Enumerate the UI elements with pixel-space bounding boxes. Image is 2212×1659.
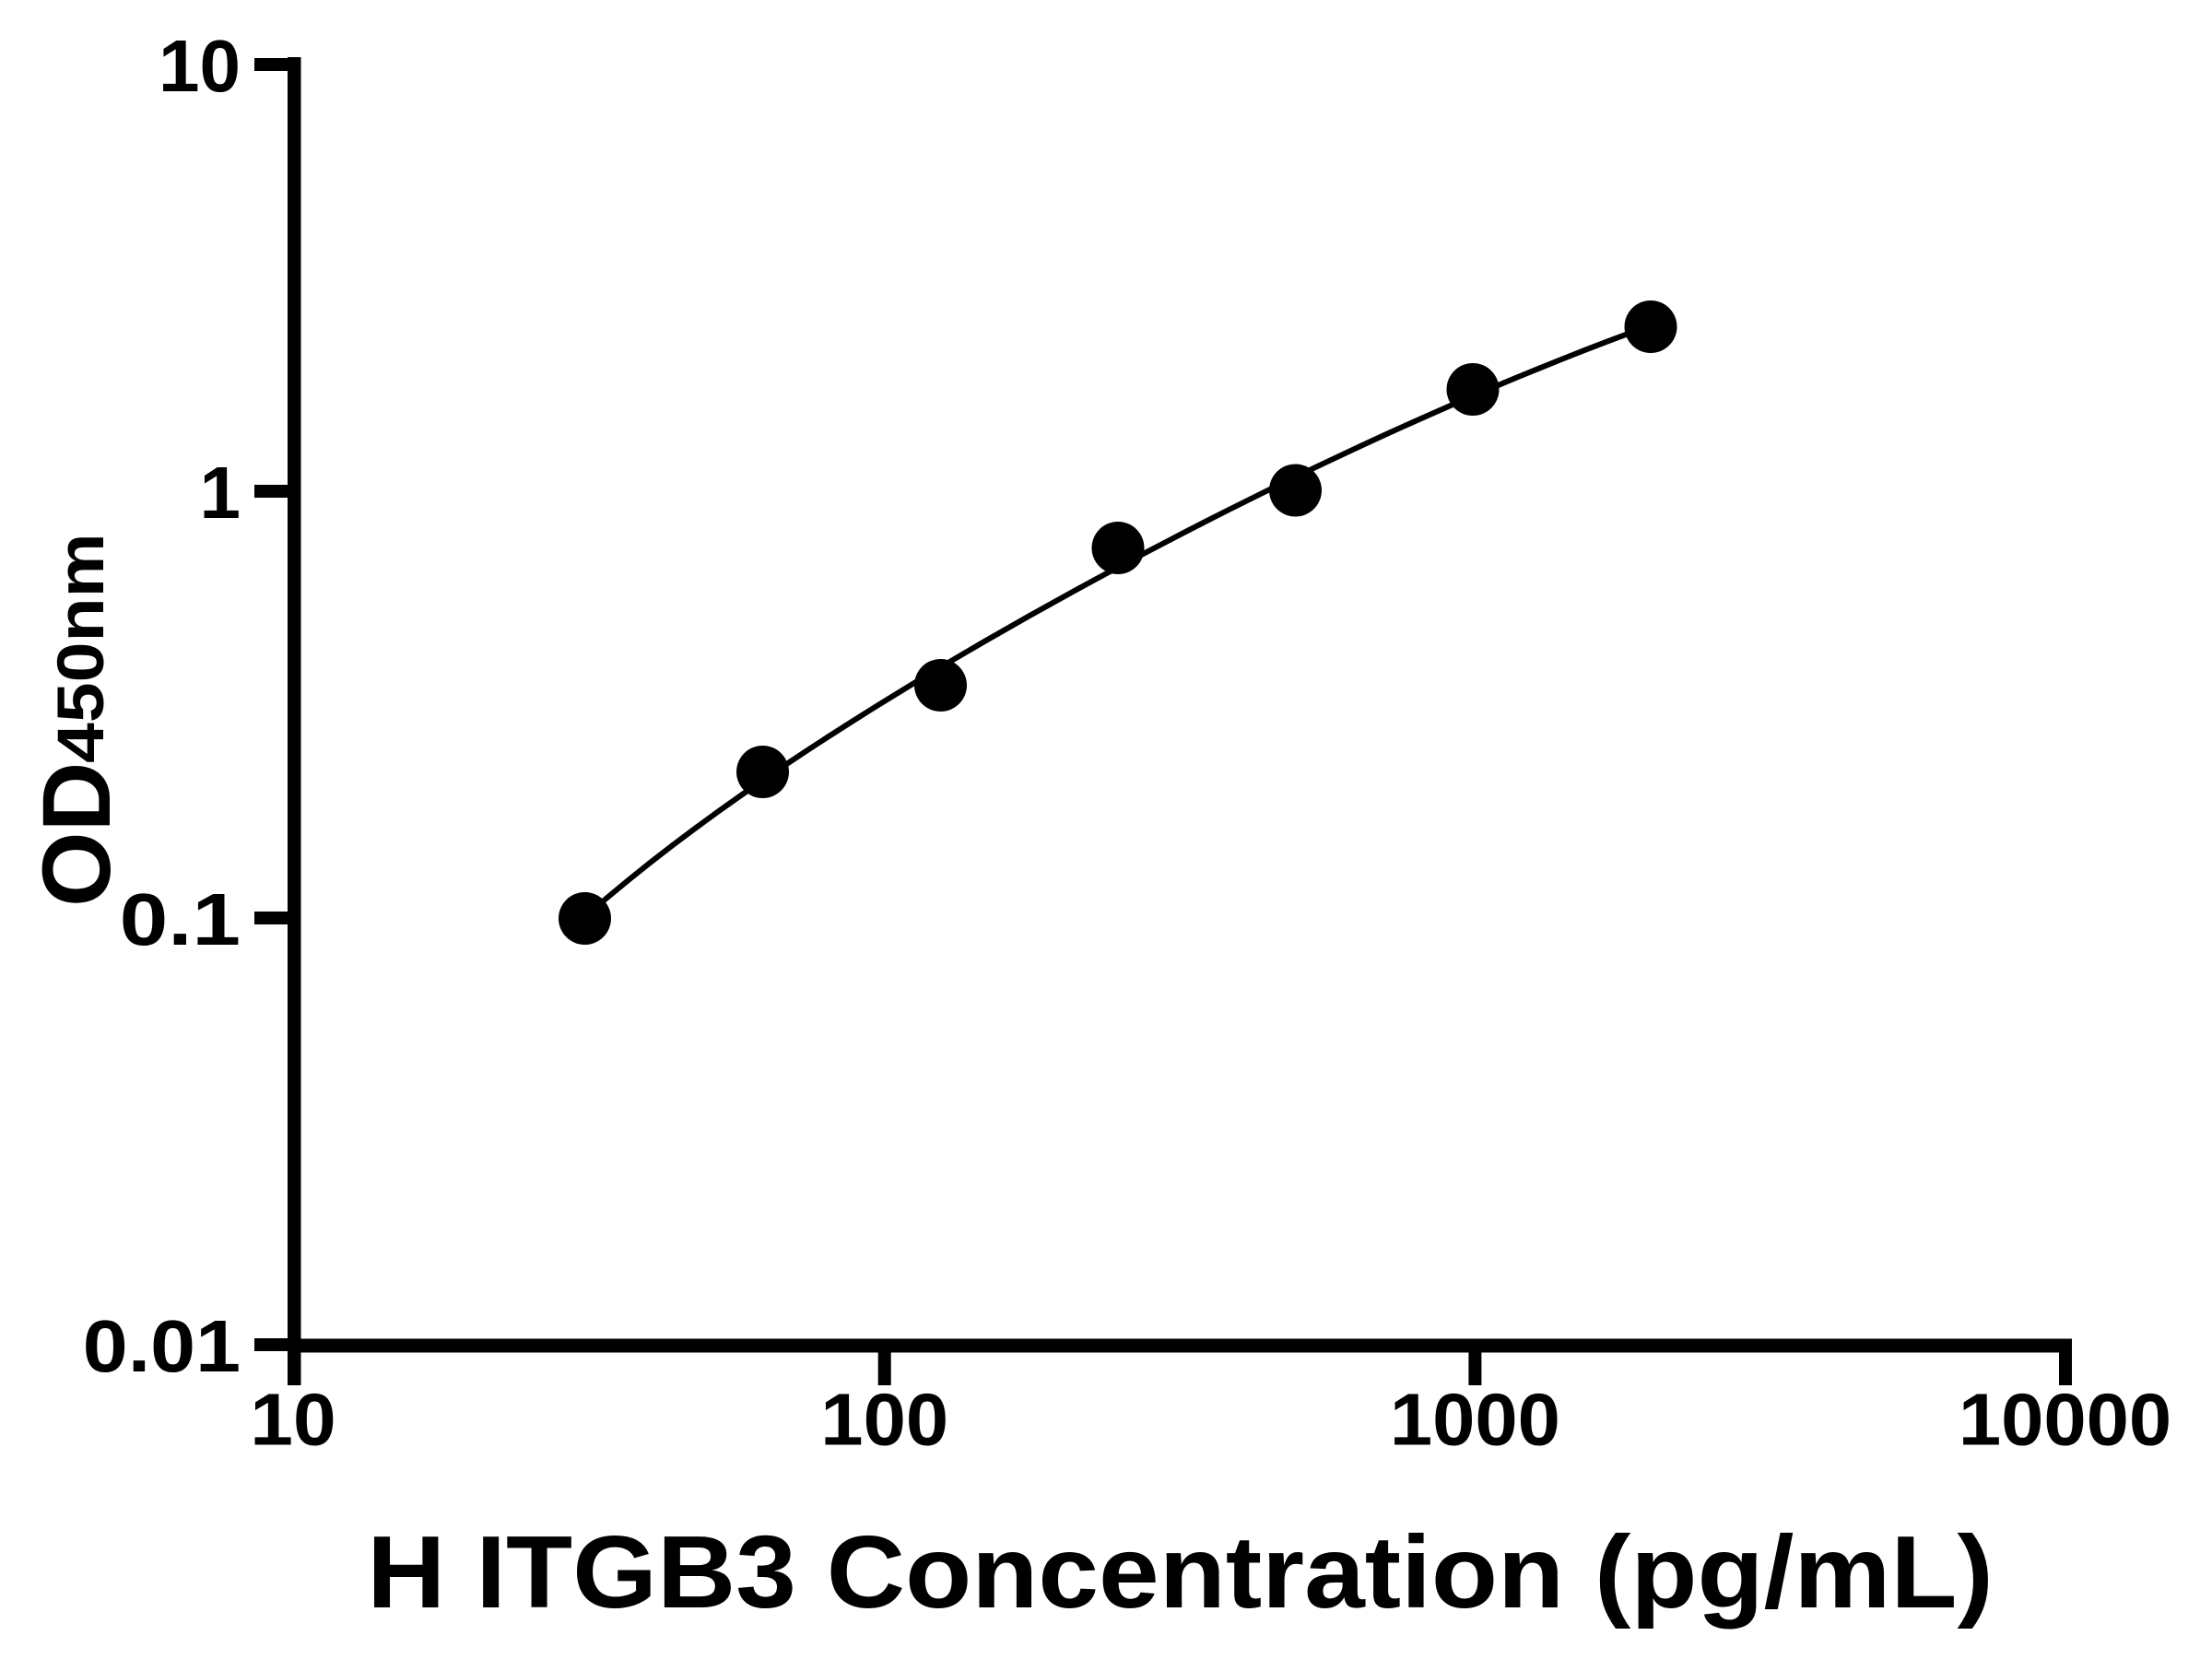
svg-text:H ITGB3 Concentration (pg/mL): H ITGB3 Concentration (pg/mL) [367,1515,1994,1630]
svg-text:100: 100 [820,1379,948,1461]
svg-text:1000: 1000 [1390,1379,1560,1461]
svg-text:10000: 10000 [1959,1379,2171,1461]
svg-text:10: 10 [159,25,241,107]
svg-text:10: 10 [250,1379,335,1461]
svg-text:OD: OD [23,762,131,908]
svg-text:1: 1 [200,452,241,534]
svg-text:0.1: 0.1 [120,878,241,961]
svg-text:0.01: 0.01 [83,1305,241,1387]
svg-text:450nm: 450nm [44,533,118,763]
